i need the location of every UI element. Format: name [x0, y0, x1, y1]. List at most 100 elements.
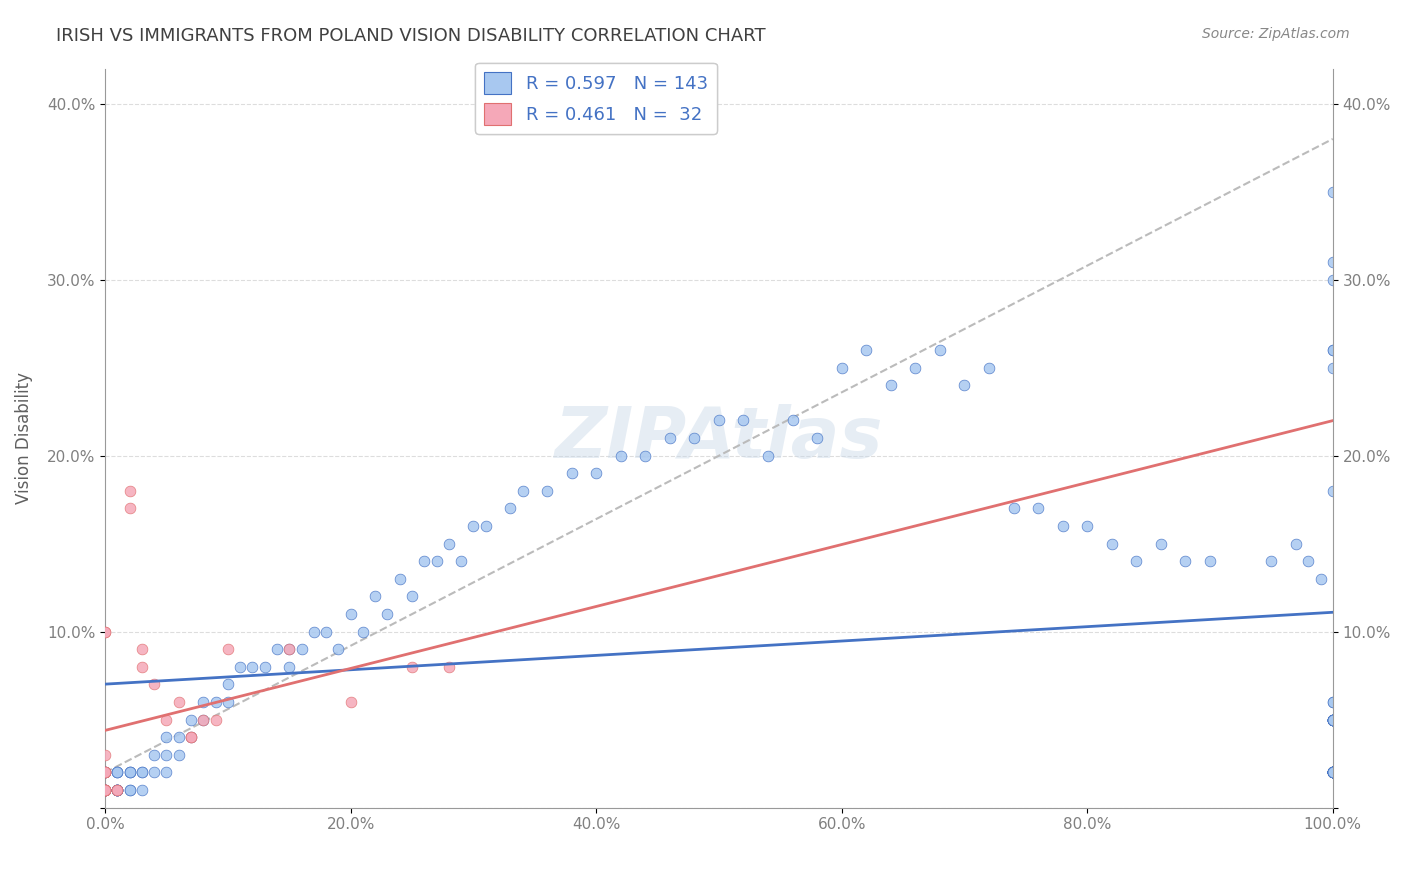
Point: [217, 695, 239, 709]
Point: [1322, 713, 1344, 727]
Point: [1322, 765, 1344, 780]
Point: [155, 765, 177, 780]
Point: [94, 783, 117, 797]
Point: [1199, 554, 1222, 568]
Point: [437, 660, 460, 674]
Point: [1322, 360, 1344, 375]
Point: [105, 783, 128, 797]
Point: [1322, 765, 1344, 780]
Point: [94, 783, 117, 797]
Point: [118, 483, 141, 498]
Point: [1101, 537, 1123, 551]
Point: [155, 747, 177, 762]
Point: [585, 467, 607, 481]
Point: [1322, 713, 1344, 727]
Point: [401, 590, 423, 604]
Point: [278, 642, 301, 657]
Point: [413, 554, 436, 568]
Point: [1322, 713, 1344, 727]
Point: [1322, 765, 1344, 780]
Point: [94, 783, 117, 797]
Point: [94, 747, 117, 762]
Point: [105, 765, 128, 780]
Point: [1322, 765, 1344, 780]
Point: [1322, 765, 1344, 780]
Point: [536, 483, 558, 498]
Point: [229, 660, 252, 674]
Point: [328, 642, 350, 657]
Point: [1322, 343, 1344, 357]
Point: [831, 360, 853, 375]
Point: [1322, 713, 1344, 727]
Point: [806, 431, 828, 445]
Point: [450, 554, 472, 568]
Point: [290, 642, 312, 657]
Point: [193, 713, 215, 727]
Point: [512, 483, 534, 498]
Point: [1322, 765, 1344, 780]
Point: [1322, 713, 1344, 727]
Point: [1002, 501, 1025, 516]
Point: [1322, 765, 1344, 780]
Point: [474, 519, 496, 533]
Point: [242, 660, 264, 674]
Point: [1322, 765, 1344, 780]
Point: [94, 624, 117, 639]
Point: [105, 783, 128, 797]
Point: [339, 695, 361, 709]
Point: [1322, 765, 1344, 780]
Point: [193, 713, 215, 727]
Point: [1322, 255, 1344, 269]
Point: [1174, 554, 1197, 568]
Point: [94, 783, 117, 797]
Point: [1322, 765, 1344, 780]
Point: [94, 783, 117, 797]
Point: [143, 747, 166, 762]
Point: [131, 783, 153, 797]
Point: [977, 360, 1000, 375]
Point: [904, 360, 927, 375]
Point: [339, 607, 361, 621]
Point: [167, 747, 190, 762]
Point: [143, 677, 166, 691]
Point: [278, 660, 301, 674]
Point: [1322, 713, 1344, 727]
Point: [634, 449, 657, 463]
Point: [683, 431, 706, 445]
Point: [1322, 713, 1344, 727]
Point: [1322, 343, 1344, 357]
Point: [94, 765, 117, 780]
Point: [1322, 765, 1344, 780]
Point: [94, 783, 117, 797]
Point: [131, 765, 153, 780]
Point: [953, 378, 976, 392]
Point: [1322, 765, 1344, 780]
Point: [782, 413, 804, 427]
Point: [1322, 713, 1344, 727]
Point: [1076, 519, 1098, 533]
Point: [167, 695, 190, 709]
Point: [155, 731, 177, 745]
Point: [217, 677, 239, 691]
Point: [1322, 765, 1344, 780]
Point: [561, 467, 583, 481]
Point: [94, 765, 117, 780]
Point: [1322, 765, 1344, 780]
Point: [118, 501, 141, 516]
Point: [217, 642, 239, 657]
Point: [193, 695, 215, 709]
Point: [94, 765, 117, 780]
Point: [131, 660, 153, 674]
Point: [388, 572, 411, 586]
Point: [1322, 713, 1344, 727]
Point: [180, 713, 202, 727]
Point: [1026, 501, 1049, 516]
Point: [266, 642, 288, 657]
Point: [253, 660, 276, 674]
Legend: R = 0.597   N = 143, R = 0.461   N =  32: R = 0.597 N = 143, R = 0.461 N = 32: [475, 62, 717, 134]
Point: [94, 765, 117, 780]
Point: [105, 765, 128, 780]
Point: [105, 783, 128, 797]
Point: [426, 554, 449, 568]
Point: [437, 537, 460, 551]
